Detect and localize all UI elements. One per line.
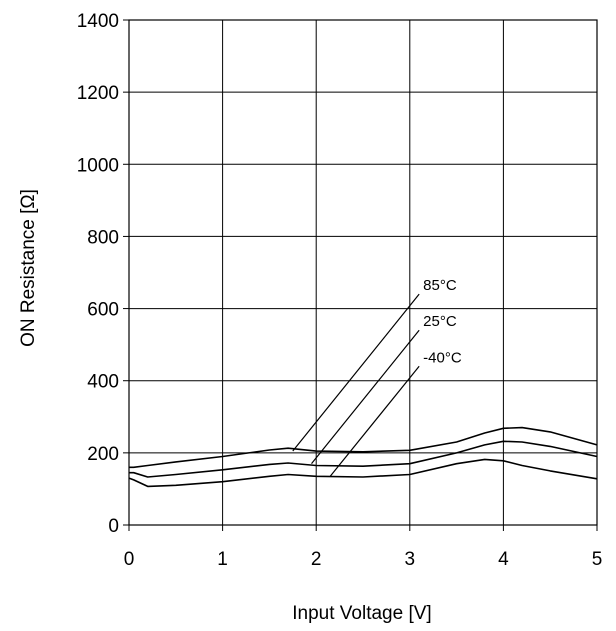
series-lines — [128, 426, 598, 488]
annotations: 85°C 25°C -40°C — [292, 277, 462, 477]
y-axis-title: ON Resistance [Ω] — [18, 189, 39, 347]
x-tick-label: 3 — [405, 549, 416, 570]
series-line-85C — [129, 426, 598, 469]
y-tick-labels: 0 200 400 600 800 1000 1200 1400 — [77, 11, 129, 537]
plot-frame — [128, 19, 598, 526]
x-tick-labels: 0 1 2 3 4 5 — [124, 525, 603, 570]
annotation-label: 85°C — [423, 277, 457, 294]
y-tick-label: 0 — [108, 516, 119, 537]
series-line-25C — [129, 440, 598, 478]
x-tick-label: 5 — [592, 549, 603, 570]
annotation-leader — [292, 293, 420, 452]
y-tick-label: 200 — [87, 444, 119, 465]
x-tick-label: 0 — [124, 549, 135, 570]
y-tick-label: 1400 — [77, 11, 119, 32]
annotation-label: 25°C — [423, 313, 457, 330]
annotation-leader — [311, 329, 420, 465]
annotation-label: -40°C — [423, 349, 462, 366]
x-axis-title: Input Voltage [V] — [292, 603, 431, 624]
y-tick-label: 600 — [87, 300, 119, 321]
x-tick-label: 4 — [498, 549, 509, 570]
y-tick-label: 1000 — [77, 155, 119, 176]
annotation-leader — [329, 365, 420, 477]
grid — [129, 20, 597, 525]
y-tick-label: 1200 — [77, 83, 119, 104]
y-tick-label: 400 — [87, 372, 119, 393]
x-tick-label: 1 — [217, 549, 228, 570]
x-tick-label: 2 — [311, 549, 322, 570]
series-line--40C — [128, 458, 598, 488]
y-tick-label: 800 — [87, 227, 119, 248]
